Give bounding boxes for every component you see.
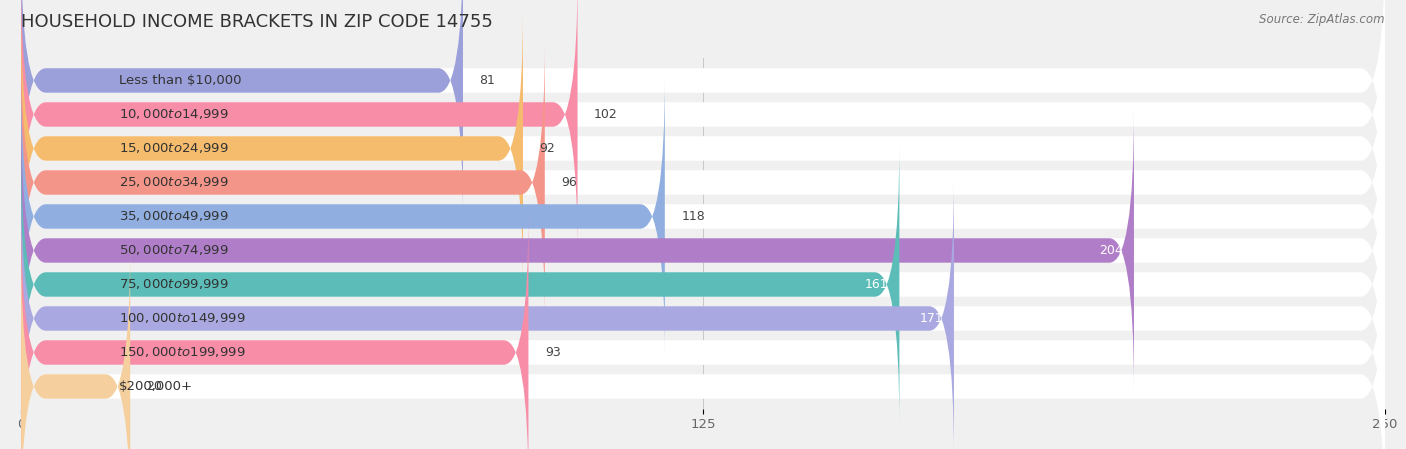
Text: 93: 93 <box>544 346 561 359</box>
FancyBboxPatch shape <box>21 8 523 289</box>
Text: 96: 96 <box>561 176 576 189</box>
FancyBboxPatch shape <box>21 0 463 221</box>
Text: $25,000 to $34,999: $25,000 to $34,999 <box>120 176 229 189</box>
Text: 161: 161 <box>865 278 889 291</box>
FancyBboxPatch shape <box>21 110 1135 391</box>
FancyBboxPatch shape <box>21 42 1385 323</box>
Text: 204: 204 <box>1099 244 1123 257</box>
Text: $10,000 to $14,999: $10,000 to $14,999 <box>120 107 229 122</box>
Text: 102: 102 <box>593 108 617 121</box>
Text: 81: 81 <box>479 74 495 87</box>
Text: 92: 92 <box>540 142 555 155</box>
FancyBboxPatch shape <box>21 178 1385 449</box>
Text: Source: ZipAtlas.com: Source: ZipAtlas.com <box>1260 13 1385 26</box>
FancyBboxPatch shape <box>21 0 1385 221</box>
FancyBboxPatch shape <box>21 212 1385 449</box>
Text: $15,000 to $24,999: $15,000 to $24,999 <box>120 141 229 155</box>
Text: $100,000 to $149,999: $100,000 to $149,999 <box>120 312 246 326</box>
Text: 20: 20 <box>146 380 163 393</box>
FancyBboxPatch shape <box>21 144 1385 425</box>
Text: 118: 118 <box>681 210 704 223</box>
Text: $150,000 to $199,999: $150,000 to $199,999 <box>120 345 246 360</box>
Text: $50,000 to $74,999: $50,000 to $74,999 <box>120 243 229 257</box>
FancyBboxPatch shape <box>21 42 544 323</box>
FancyBboxPatch shape <box>21 0 578 255</box>
FancyBboxPatch shape <box>21 144 900 425</box>
Text: 171: 171 <box>920 312 943 325</box>
FancyBboxPatch shape <box>21 212 529 449</box>
FancyBboxPatch shape <box>21 246 131 449</box>
FancyBboxPatch shape <box>21 8 1385 289</box>
FancyBboxPatch shape <box>21 246 1385 449</box>
Text: $35,000 to $49,999: $35,000 to $49,999 <box>120 210 229 224</box>
FancyBboxPatch shape <box>21 178 953 449</box>
FancyBboxPatch shape <box>21 0 1385 255</box>
Text: Less than $10,000: Less than $10,000 <box>120 74 242 87</box>
FancyBboxPatch shape <box>21 76 1385 357</box>
Text: HOUSEHOLD INCOME BRACKETS IN ZIP CODE 14755: HOUSEHOLD INCOME BRACKETS IN ZIP CODE 14… <box>21 13 494 31</box>
Text: $200,000+: $200,000+ <box>120 380 193 393</box>
FancyBboxPatch shape <box>21 76 665 357</box>
Text: $75,000 to $99,999: $75,000 to $99,999 <box>120 277 229 291</box>
FancyBboxPatch shape <box>21 110 1385 391</box>
